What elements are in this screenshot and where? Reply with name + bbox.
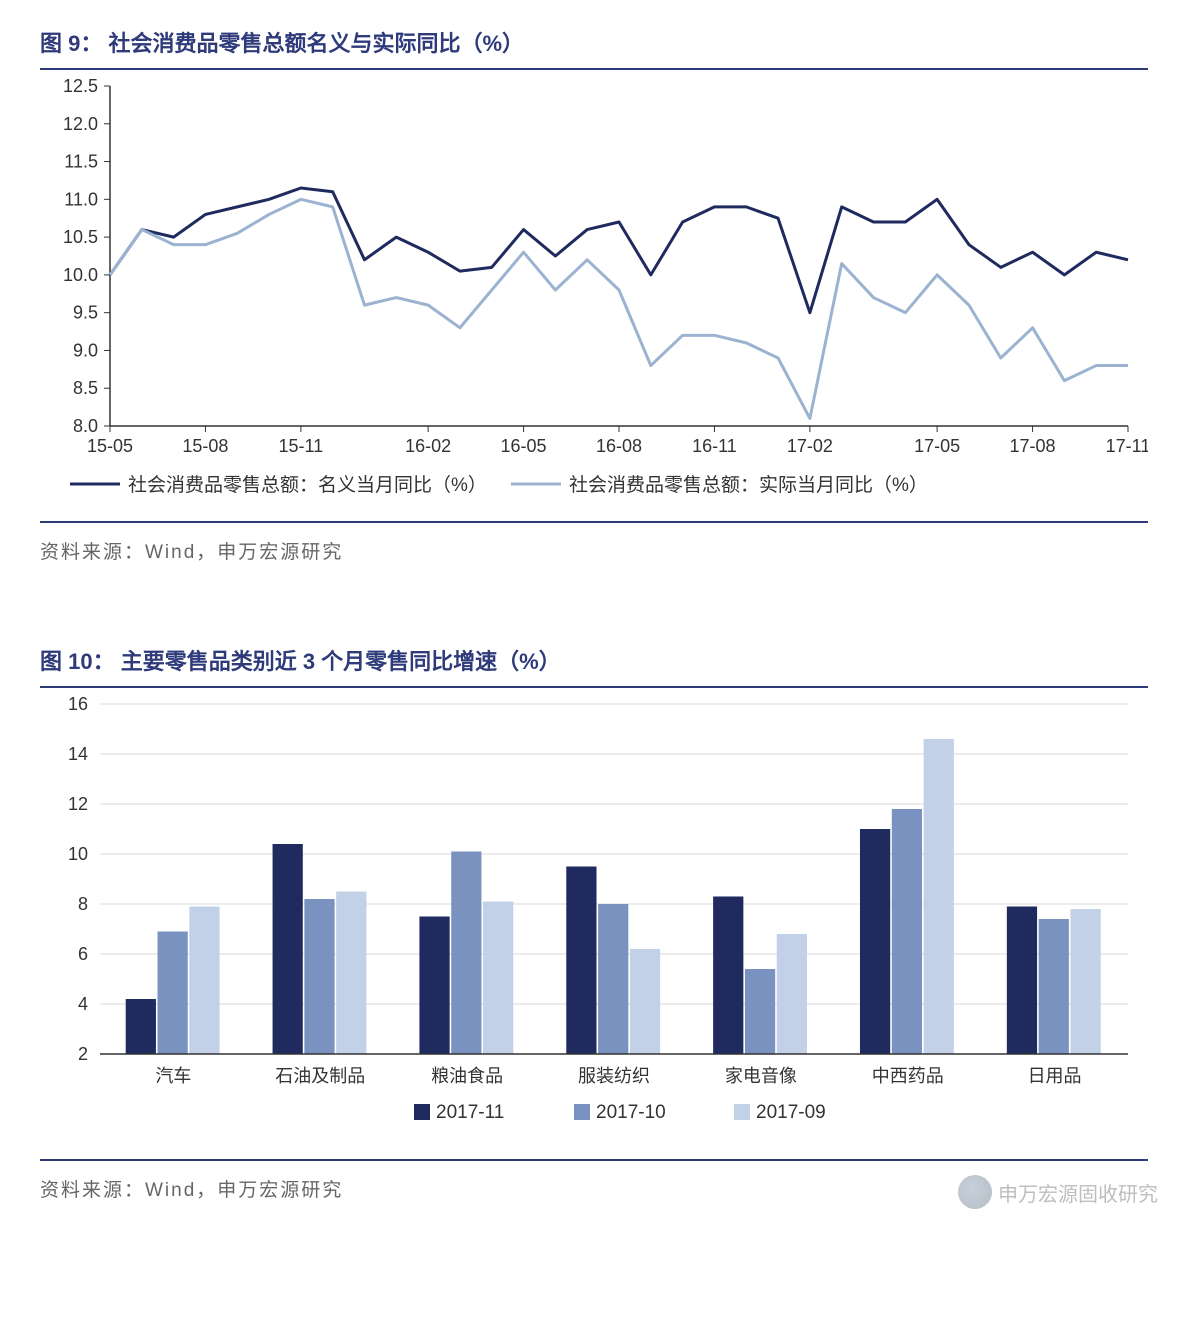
chart10-svg: 2 4 6 8 10 12 14 16 汽车 石油及制品 粮油食品 服装纺织 家电音像 中西药品 日用品 20… [40, 694, 1148, 1154]
chart10-title: 图 10： 主要零售品类别近 3 个月零售同比增速（%） [40, 638, 1148, 688]
svg-text:10.5: 10.5 [63, 227, 98, 247]
svg-text:17-02: 17-02 [787, 436, 833, 456]
svg-text:12.5: 12.5 [63, 76, 98, 96]
chart9-area: 8.0 8.5 9.0 9.5 10.0 10.5 11.0 11.5 12.0 12.5 15-0… [40, 76, 1148, 523]
svg-text:16-11: 16-11 [692, 436, 737, 456]
chart9-block: 图 9： 社会消费品零售总额名义与实际同比（%） 8.0 8.5 9.0 9.5 10.… [40, 20, 1148, 578]
svg-text:2017-10: 2017-10 [596, 1102, 666, 1123]
svg-text:社会消费品零售总额：实际当月同比（%）: 社会消费品零售总额：实际当月同比（%） [569, 474, 928, 496]
svg-text:12.0: 12.0 [63, 114, 98, 134]
svg-text:11.5: 11.5 [64, 152, 98, 172]
svg-text:日用品: 日用品 [1028, 1066, 1082, 1086]
chart10-area: 2 4 6 8 10 12 14 16 汽车 石油及制品 粮油食品 服装纺织 家电音像 中西药品 日用品 20… [40, 694, 1148, 1161]
chart9-title-text: 社会消费品零售总额名义与实际同比（%） [108, 31, 524, 56]
svg-text:17-08: 17-08 [1010, 436, 1056, 456]
svg-text:16-02: 16-02 [405, 436, 451, 456]
chart9-fig-num: 图 9： [40, 31, 102, 56]
svg-text:社会消费品零售总额：名义当月同比（%）: 社会消费品零售总额：名义当月同比（%） [128, 474, 487, 496]
svg-text:14: 14 [68, 744, 88, 764]
svg-text:11.0: 11.0 [64, 189, 98, 209]
svg-text:8: 8 [78, 894, 88, 914]
chart10-block: 图 10： 主要零售品类别近 3 个月零售同比增速（%） 2 4 6 8 10 12 14 1… [40, 638, 1148, 1216]
svg-text:中西药品: 中西药品 [872, 1066, 944, 1086]
svg-text:16-05: 16-05 [501, 436, 547, 456]
svg-text:15-05: 15-05 [87, 436, 133, 456]
chart9-title: 图 9： 社会消费品零售总额名义与实际同比（%） [40, 20, 1148, 70]
svg-text:17-05: 17-05 [914, 436, 960, 456]
svg-text:9.5: 9.5 [73, 303, 98, 323]
svg-text:8.0: 8.0 [73, 416, 98, 436]
watermark-text: 申万宏源固收研究 [998, 1178, 1158, 1207]
svg-text:10.0: 10.0 [63, 265, 98, 285]
svg-text:16-08: 16-08 [596, 436, 642, 456]
svg-text:2017-09: 2017-09 [756, 1102, 826, 1123]
svg-text:15-11: 15-11 [279, 436, 324, 456]
svg-text:15-08: 15-08 [182, 436, 228, 456]
svg-text:8.5: 8.5 [73, 378, 98, 398]
svg-text:服装纺织: 服装纺织 [578, 1066, 650, 1086]
chart10-fig-num: 图 10： [40, 649, 115, 674]
svg-text:6: 6 [78, 944, 88, 964]
svg-text:石油及制品: 石油及制品 [275, 1066, 365, 1086]
svg-text:粮油食品: 粮油食品 [431, 1066, 503, 1086]
svg-text:12: 12 [68, 794, 88, 814]
svg-text:汽车: 汽车 [155, 1066, 191, 1086]
svg-text:10: 10 [68, 844, 88, 864]
svg-text:17-11: 17-11 [1106, 436, 1148, 456]
svg-text:16: 16 [68, 694, 88, 714]
svg-text:家电音像: 家电音像 [725, 1066, 797, 1086]
svg-text:2017-11: 2017-11 [436, 1102, 504, 1123]
chart9-svg: 8.0 8.5 9.0 9.5 10.0 10.5 11.0 11.5 12.0 12.5 15-0… [40, 76, 1148, 516]
svg-text:9.0: 9.0 [73, 340, 98, 360]
watermark: 申万宏源固收研究 [958, 1175, 1158, 1209]
svg-text:2: 2 [78, 1044, 88, 1064]
wechat-icon [958, 1175, 992, 1209]
chart10-title-text: 主要零售品类别近 3 个月零售同比增速（%） [121, 649, 561, 674]
chart9-source: 资料来源：Wind，申万宏源研究 [40, 523, 1148, 578]
svg-text:4: 4 [78, 994, 88, 1014]
